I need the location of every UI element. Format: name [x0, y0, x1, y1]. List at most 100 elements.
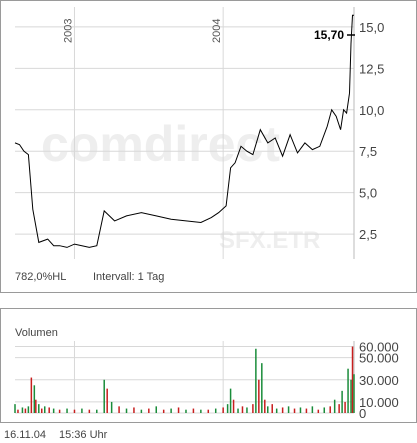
footer-time: 15:36 Uhr: [59, 429, 108, 441]
volume-bar: [252, 404, 254, 413]
volume-grid: [15, 341, 355, 414]
volume-bar: [185, 409, 187, 413]
price-y-axis-labels: 2,5 5,0 7,5 10,0 12,5 15,0: [359, 20, 384, 242]
volume-y-tick-label: 30.000: [359, 373, 399, 388]
volume-bar: [305, 408, 308, 413]
last-value-label: 15,70: [314, 28, 344, 42]
volume-bar: [329, 406, 331, 413]
volume-bar: [214, 408, 217, 413]
volume-bar: [118, 406, 120, 413]
volume-bar: [264, 399, 266, 413]
volume-bar: [255, 348, 257, 413]
volume-bar: [229, 388, 232, 413]
price-y-tick-label: 15,0: [359, 20, 384, 35]
year-labels: 2003 2004: [62, 19, 223, 43]
volume-bar: [347, 368, 349, 413]
volume-bar: [287, 406, 290, 413]
volume-bar: [232, 399, 235, 413]
volume-chart-panel: Volumen 0 10.000 30.000 50.000 60.000: [0, 308, 417, 423]
volume-bar: [333, 399, 336, 413]
interval-label: Intervall: 1 Tag: [93, 271, 165, 283]
volume-bar: [200, 409, 202, 413]
volume-bar: [73, 409, 76, 413]
volume-bar: [261, 363, 263, 413]
price-y-tick-label: 7,5: [359, 144, 377, 159]
volume-bar: [103, 379, 105, 413]
volume-bar: [237, 408, 239, 413]
volume-y-tick-label: 50.000: [359, 351, 399, 366]
volume-bar: [271, 404, 273, 413]
volume-bar: [81, 408, 83, 413]
volume-bar: [148, 408, 150, 413]
volume-bar: [246, 407, 248, 413]
volume-bar: [106, 388, 108, 413]
price-chart: comdirect SFX.ETR 2003 2004 2,5 5,0 7,5 10,0…: [14, 7, 384, 259]
price-chart-panel: comdirect SFX.ETR 2003 2004 2,5 5,0 7,5 10,0…: [0, 0, 417, 293]
volume-y-tick-label: 0: [359, 406, 366, 421]
volume-bar: [155, 406, 157, 413]
volume-bar: [353, 374, 355, 413]
volume-bar: [52, 408, 55, 413]
volume-bar: [35, 399, 37, 413]
hl-label: 782,0%HL: [15, 271, 67, 283]
volume-bar: [351, 346, 354, 413]
volume-bar: [17, 409, 19, 413]
price-line: [14, 14, 354, 248]
volume-bar: [48, 407, 50, 413]
year-label: 2004: [211, 19, 223, 43]
volume-y-tick-label: 60.000: [359, 340, 399, 355]
volume-bar: [226, 404, 229, 413]
volume-bar: [293, 408, 296, 413]
volume-bar: [222, 407, 224, 413]
price-y-tick-label: 12,5: [359, 61, 384, 76]
footer-date: 16.11.04: [4, 429, 47, 441]
price-y-tick-label: 10,0: [359, 103, 384, 118]
ticker-watermark: SFX.ETR: [219, 227, 320, 254]
volume-bar: [24, 408, 27, 413]
volume-bar: [311, 406, 314, 413]
volume-bar: [207, 409, 210, 413]
volume-bar: [14, 404, 16, 413]
volume-bar: [30, 377, 33, 413]
volume-bar: [133, 407, 135, 413]
volume-bar: [38, 404, 40, 413]
volume-bar: [317, 409, 320, 413]
volume-bar: [281, 407, 284, 413]
volume-bar: [140, 409, 143, 413]
year-label: 2003: [62, 19, 74, 43]
volume-bar: [275, 408, 278, 413]
volume-bar: [344, 401, 346, 413]
volume-bar: [58, 409, 61, 413]
volume-bar: [162, 409, 165, 413]
volume-bar: [338, 404, 340, 413]
volume-bar: [110, 401, 113, 413]
volume-bar: [21, 407, 24, 413]
volume-bar: [27, 406, 30, 413]
volume-bar: [299, 407, 302, 413]
volume-title: Volumen: [15, 327, 58, 339]
volume-bar: [66, 408, 68, 413]
volume-bar: [170, 408, 172, 413]
price-y-tick-label: 5,0: [359, 186, 377, 201]
price-y-tick-label: 2,5: [359, 227, 377, 242]
volume-bar: [192, 408, 195, 413]
price-series: [14, 14, 354, 248]
volume-bars: [14, 346, 355, 413]
volume-bar: [241, 406, 244, 413]
volume-bar: [125, 408, 128, 413]
volume-bar: [33, 385, 36, 413]
price-grid: [15, 7, 355, 259]
volume-bar: [41, 408, 43, 413]
volume-bar: [323, 407, 326, 413]
volume-y-tick-label: 10.000: [359, 395, 399, 410]
volume-bar: [96, 409, 98, 413]
volume-bar: [267, 406, 269, 413]
volume-bar: [350, 379, 352, 413]
volume-bar: [258, 379, 260, 413]
volume-bar: [341, 390, 343, 413]
volume-bar: [177, 407, 180, 413]
comdirect-watermark: comdirect: [41, 116, 280, 172]
volume-bar: [88, 409, 91, 413]
